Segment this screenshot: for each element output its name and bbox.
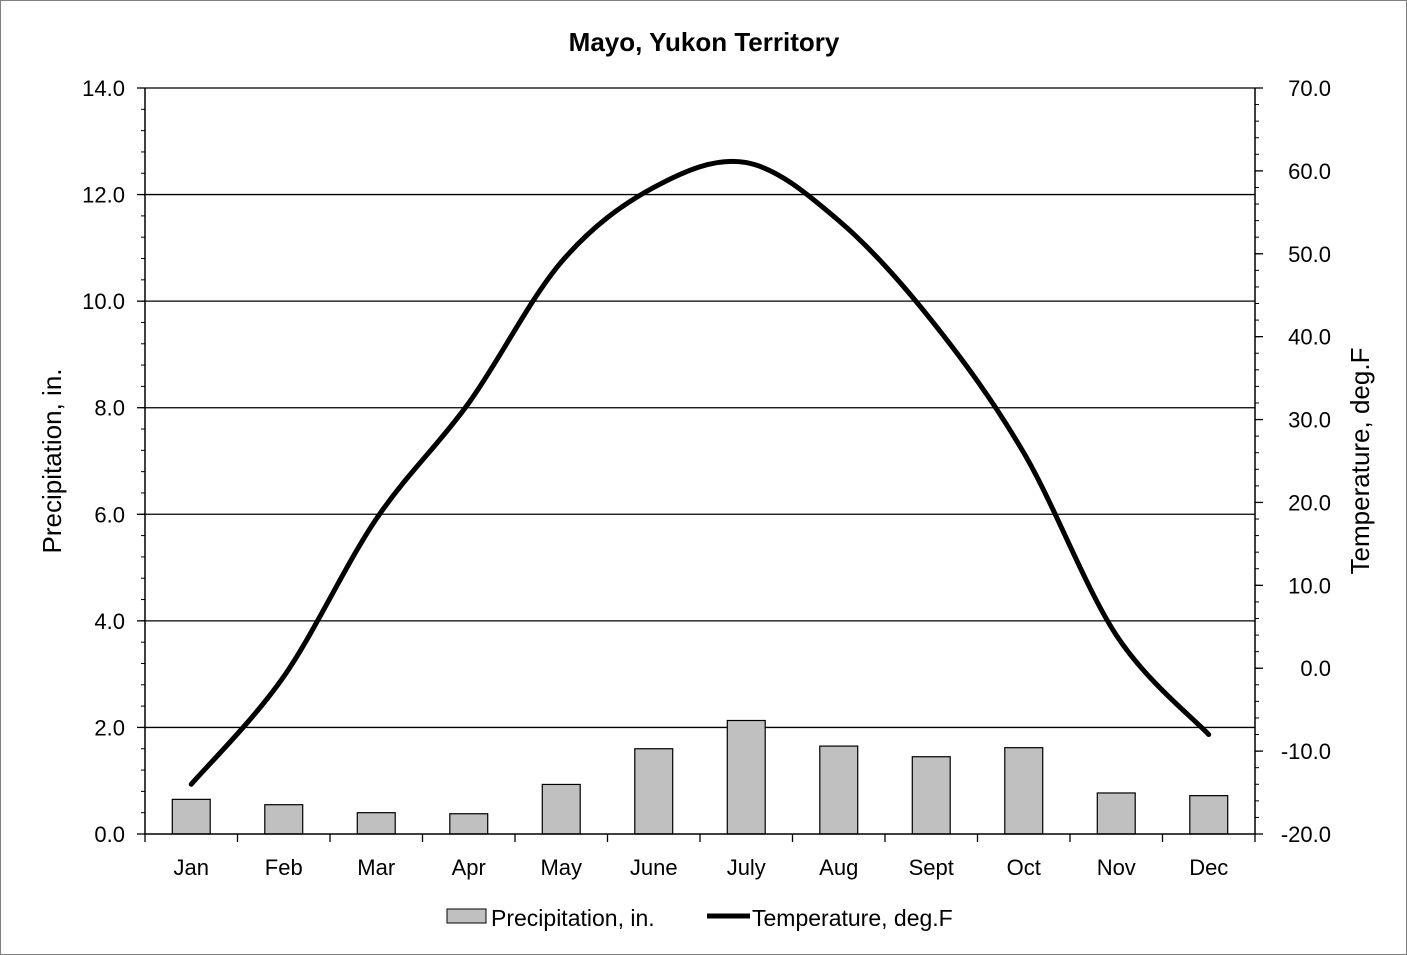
legend-swatch-precipitation: [446, 908, 487, 924]
category-label-mar: Mar: [357, 855, 395, 880]
axes: [137, 87, 1263, 842]
category-labels: Jan Feb Mar Apr May June July Aug Sept Oct Nov Dec: [174, 855, 1229, 880]
chart-title: Mayo, Yukon Territory: [569, 27, 840, 57]
bar-precipitation-apr: [449, 813, 489, 835]
legend-label-temperature: Temperature, deg.F: [752, 905, 953, 931]
category-label-nov: Nov: [1097, 855, 1136, 880]
right-tick-label: 20.0: [1288, 490, 1331, 515]
temperature-line: [188, 158, 1212, 787]
right-tick-label: -10.0: [1281, 739, 1331, 764]
category-label-sept: Sept: [909, 855, 954, 880]
right-tick-label: 50.0: [1288, 242, 1331, 267]
right-tick-label: 10.0: [1288, 573, 1331, 598]
left-tick-label: 10.0: [82, 289, 125, 314]
category-label-apr: Apr: [452, 855, 486, 880]
left-tick-label: 6.0: [94, 502, 125, 527]
right-tick-label: -20.0: [1281, 822, 1331, 847]
category-label-jan: Jan: [174, 855, 209, 880]
bar-precipitation-may: [541, 783, 581, 835]
y-axis-label-right: Temperature, deg.F: [1345, 348, 1375, 575]
category-label-aug: Aug: [819, 855, 858, 880]
bar-precipitation-june: [634, 748, 674, 835]
left-tick-label: 12.0: [82, 183, 125, 208]
category-label-oct: Oct: [1007, 855, 1041, 880]
left-tick-label: 8.0: [94, 396, 125, 421]
bar-precipitation-mar: [356, 812, 396, 835]
bar-precipitation-sept: [911, 756, 951, 835]
bar-precipitation-oct: [1004, 747, 1044, 835]
right-tick-labels: -20.0 -10.0 0.0 10.0 20.0 30.0 40.0 50.0 60.0 70.…: [1281, 76, 1331, 847]
bar-precipitation-feb: [264, 804, 304, 835]
category-label-feb: Feb: [265, 855, 303, 880]
temperature-line-layer: [188, 158, 1212, 787]
legend: Precipitation, in. Temperature, deg.F: [446, 905, 953, 931]
category-label-july: July: [727, 855, 766, 880]
bar-precipitation-nov: [1096, 792, 1136, 835]
left-tick-label: 4.0: [94, 609, 125, 634]
y-axis-label-left: Precipitation, in.: [37, 369, 67, 554]
right-tick-label: 60.0: [1288, 159, 1331, 184]
category-label-june: June: [630, 855, 678, 880]
gridlines: [145, 87, 1255, 729]
bar-precipitation-jan: [171, 798, 211, 835]
category-label-may: May: [540, 855, 582, 880]
right-tick-label: 70.0: [1288, 76, 1331, 101]
left-tick-labels: 0.0 2.0 4.0 6.0 8.0 10.0 12.0 14.0: [82, 76, 125, 847]
right-tick-label: 40.0: [1288, 325, 1331, 350]
category-label-dec: Dec: [1189, 855, 1228, 880]
legend-label-precipitation: Precipitation, in.: [491, 905, 655, 931]
right-tick-label: 0.0: [1300, 656, 1331, 681]
left-tick-label: 0.0: [94, 822, 125, 847]
left-tick-label: 2.0: [94, 715, 125, 740]
bar-precipitation-july: [726, 719, 766, 835]
left-tick-label: 14.0: [82, 76, 125, 101]
precipitation-bars: [171, 719, 1229, 835]
bar-precipitation-dec: [1189, 795, 1229, 835]
bar-precipitation-aug: [819, 745, 859, 835]
right-tick-label: 30.0: [1288, 408, 1331, 433]
